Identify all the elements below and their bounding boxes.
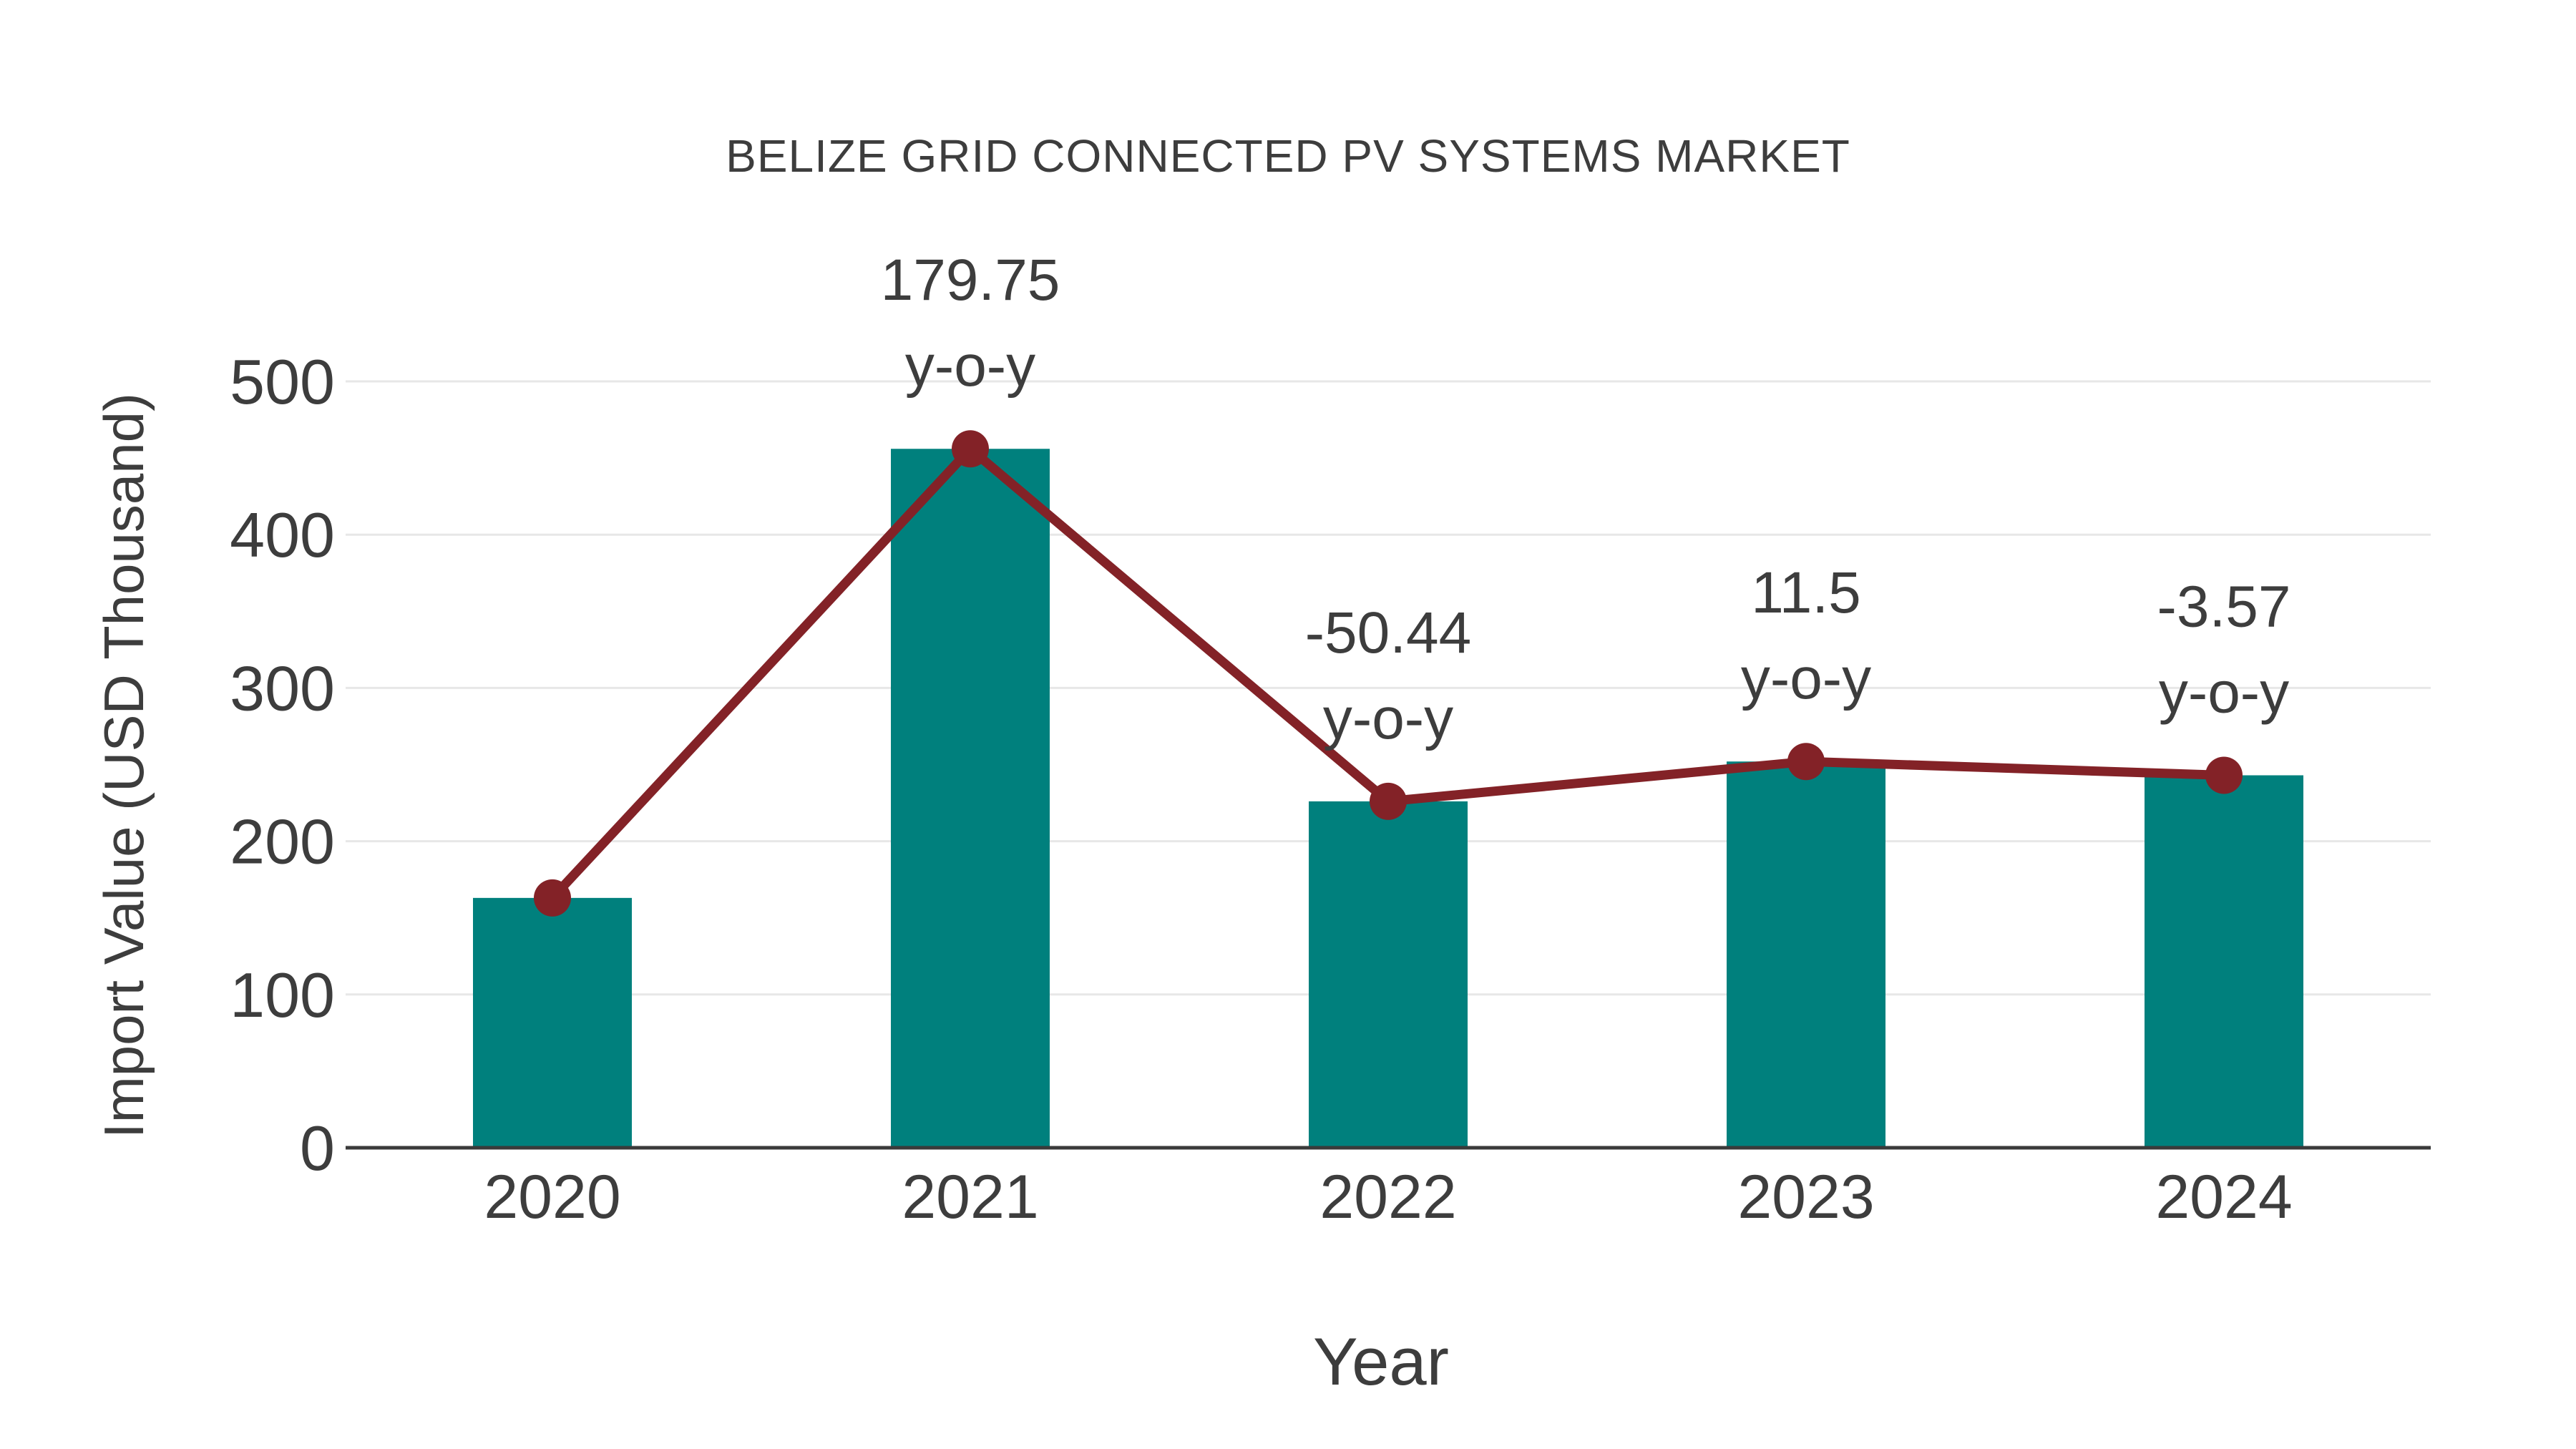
yoy-value-2021: 179.75	[881, 248, 1060, 313]
bar-series	[473, 449, 2303, 1148]
yoy-value-2024: -3.57	[2157, 574, 2291, 639]
x-tick-label-2020: 2020	[484, 1163, 620, 1231]
y-tick-label-0: 0	[300, 1113, 335, 1184]
x-tick-label-2023: 2023	[1737, 1163, 1874, 1231]
bar-2024[interactable]	[2145, 775, 2303, 1148]
bar-2021[interactable]	[891, 449, 1050, 1148]
chart-title: BELIZE GRID CONNECTED PV SYSTEMS MARKET	[726, 130, 1850, 182]
trend-marker-2022[interactable]	[1370, 782, 1407, 820]
y-tick-label-100: 100	[230, 960, 335, 1030]
yoy-suffix-2022: y-o-y	[1323, 686, 1453, 751]
yoy-suffix-2024: y-o-y	[2159, 660, 2289, 725]
x-tick-label-2021: 2021	[902, 1163, 1038, 1231]
yoy-suffix-2021: y-o-y	[905, 333, 1035, 399]
yoy-annotations: 179.75 y-o-y -50.44 y-o-y 11.5 y-o-y -3.57 y-o-…	[881, 248, 2291, 751]
yoy-value-2023: 11.5	[1751, 560, 1861, 625]
trend-marker-2020[interactable]	[534, 879, 571, 917]
y-axis-tick-labels: 0 100 200 300 400 500	[230, 346, 335, 1184]
gridlines	[346, 380, 2431, 996]
bar-2022[interactable]	[1309, 801, 1468, 1148]
x-tick-label-2022: 2022	[1319, 1163, 1456, 1231]
y-tick-label-200: 200	[230, 806, 335, 877]
bar-2023[interactable]	[1727, 761, 1885, 1148]
trend-marker-2023[interactable]	[1787, 743, 1825, 781]
bar-2020[interactable]	[473, 897, 632, 1148]
trend-marker-2024[interactable]	[2205, 756, 2243, 794]
trend-marker-2021[interactable]	[952, 430, 989, 468]
yoy-value-2022: -50.44	[1305, 600, 1472, 665]
x-axis-title: Year	[1313, 1324, 1449, 1399]
line-series	[534, 430, 2243, 917]
x-axis-tick-labels: 2020 2021 2022 2023 2024	[484, 1163, 2292, 1231]
y-tick-label-500: 500	[230, 346, 335, 417]
y-axis-title: Import Value (USD Thousand)	[92, 393, 155, 1138]
y-tick-label-400: 400	[230, 499, 335, 570]
yoy-suffix-2023: y-o-y	[1741, 646, 1871, 711]
y-tick-label-300: 300	[230, 653, 335, 723]
x-tick-label-2024: 2024	[2155, 1163, 2292, 1231]
